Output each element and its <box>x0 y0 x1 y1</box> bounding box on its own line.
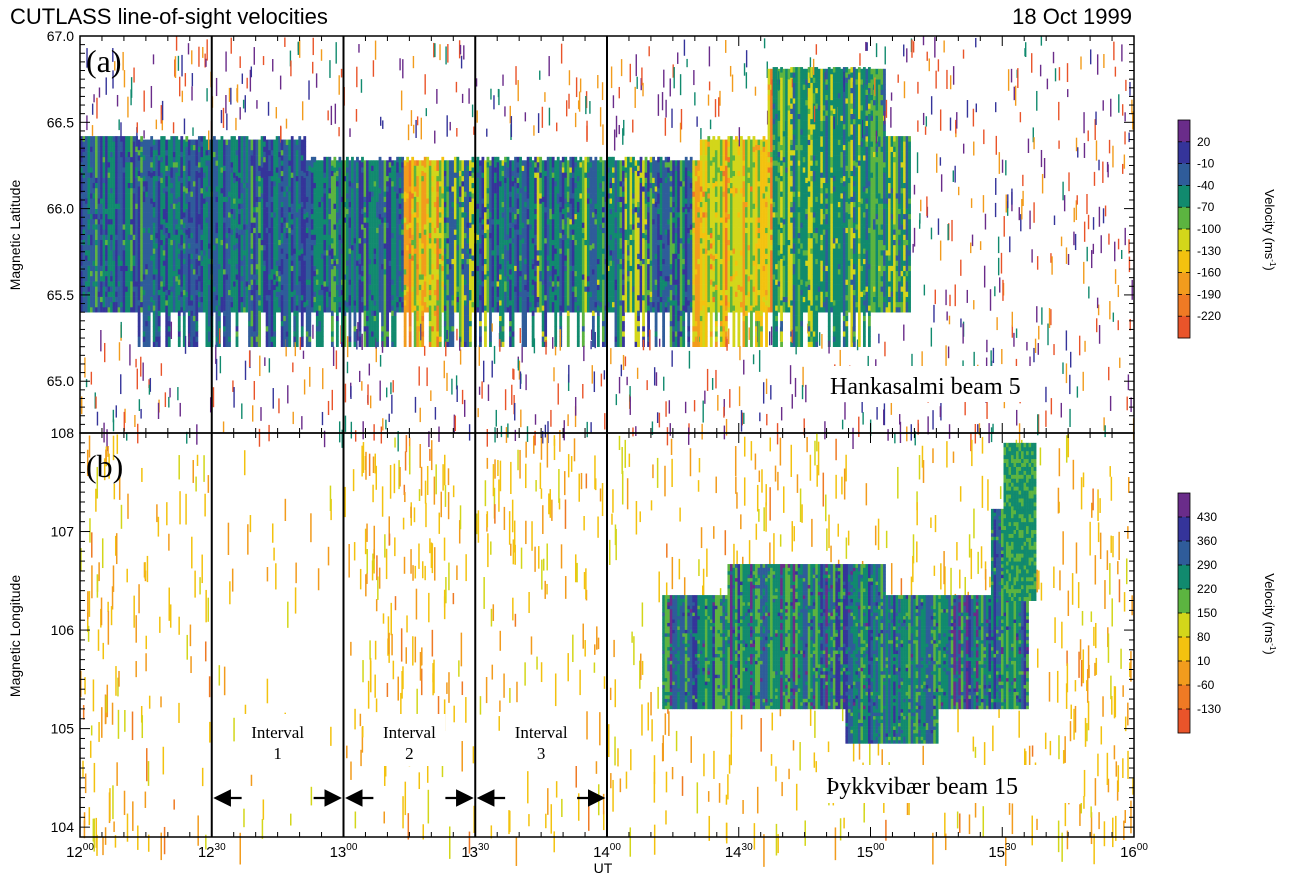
colorbar-a: 20 -10 -40 -70 -100 -130 -160 -190 -220 Velocity … <box>1177 119 1277 339</box>
panel-a-ytick-label: 65.0 <box>47 373 74 389</box>
colorbar-tick-label: -130 <box>1197 702 1221 716</box>
colorbar-tick-label: -40 <box>1197 178 1215 192</box>
colorbar-tick-label: -190 <box>1197 287 1221 301</box>
interval-number: 3 <box>537 744 546 763</box>
x-tick-label: 1530 <box>988 842 1016 861</box>
colorbar-tick-label: -10 <box>1197 157 1215 171</box>
colorbar-tick-label: 20 <box>1197 135 1211 149</box>
colorbar-tick-label: 430 <box>1197 510 1217 524</box>
panel-a: 65.0 65.5 66.0 66.5 67.0 (a) Hankasalmi beam… <box>7 28 1135 452</box>
colorbar-label: Velocity (ms-1) <box>1262 573 1277 655</box>
panel-a-ytick-label: 67.0 <box>47 28 74 44</box>
colorbar-swatch <box>1178 163 1190 186</box>
colorbar-swatch <box>1178 541 1190 566</box>
x-tick-label: 1230 <box>198 842 226 861</box>
colorbar-swatch <box>1178 565 1190 590</box>
x-tick-label: 1330 <box>461 842 489 861</box>
panel-b-ytick-label: 108 <box>51 425 75 441</box>
figure-title: CUTLASS line-of-sight velocities <box>10 4 328 29</box>
interval-label-bg <box>373 714 446 766</box>
panel-a-ylabel: Magnetic Latitude <box>7 180 23 291</box>
panel-b-ytick-label: 106 <box>51 622 75 638</box>
panel-b-ytick-label: 105 <box>51 721 75 737</box>
x-tick-label: 1500 <box>857 842 885 861</box>
colorbar-swatch <box>1178 185 1190 208</box>
colorbar-swatch <box>1178 517 1190 542</box>
colorbar-swatch <box>1178 493 1190 518</box>
panel-a-station-label: Hankasalmi beam 5 <box>830 374 1021 400</box>
colorbar-swatch <box>1178 613 1190 638</box>
colorbar-tick-label: -220 <box>1197 309 1221 323</box>
colorbar-tick-label: 150 <box>1197 606 1217 620</box>
panel-a-label: (a) <box>86 43 122 79</box>
colorbar-label: Velocity (ms-1) <box>1262 189 1277 271</box>
interval-annotations: Interval 1 Interval 2 Interval 3 <box>213 714 606 807</box>
colorbar-tick-label: -60 <box>1197 678 1215 692</box>
colorbar-swatch <box>1178 589 1190 614</box>
panel-a-data-layer <box>80 36 1135 452</box>
colorbar-tick-label: 10 <box>1197 654 1211 668</box>
colorbar-swatch <box>1178 207 1190 230</box>
interval-label-bg <box>505 714 578 766</box>
interval-name: Interval <box>383 723 436 742</box>
colorbar-tick-label: 220 <box>1197 582 1217 596</box>
colorbar-tick-label: 80 <box>1197 630 1211 644</box>
panel-b-ytick-label: 104 <box>51 819 75 835</box>
panel-a-ytick-label: 66.5 <box>47 114 74 130</box>
colorbar-tick-label: -70 <box>1197 200 1215 214</box>
colorbar-swatch <box>1178 272 1190 295</box>
colorbar-swatch <box>1178 250 1190 273</box>
panel-a-ticks: 65.0 65.5 66.0 66.5 67.0 <box>47 28 1134 434</box>
x-axis: 1200 1230 1300 1330 1400 1430 1500 1530 1600 <box>66 36 1148 861</box>
panel-b-station-bg <box>818 765 1082 803</box>
colorbar-swatch <box>1178 229 1190 252</box>
panel-a-station-bg <box>822 366 1034 402</box>
panel-b-ylabel: Magnetic Longitude <box>7 575 23 697</box>
x-tick-label: 1300 <box>330 842 358 861</box>
colorbar-tick-label: 290 <box>1197 558 1217 572</box>
x-tick-label: 1200 <box>66 842 94 861</box>
colorbar-swatch <box>1178 685 1190 710</box>
colorbar-swatch <box>1178 637 1190 662</box>
panel-b-ytick-label: 107 <box>51 524 75 540</box>
panel-a-ytick-label: 66.0 <box>47 201 74 217</box>
interval-name: Interval <box>251 723 304 742</box>
colorbar-swatch <box>1178 141 1190 164</box>
x-tick-label: 1430 <box>725 842 753 861</box>
figure-date: 18 Oct 1999 <box>1012 4 1132 29</box>
interval-name: Interval <box>515 723 568 742</box>
colorbar-tick-label: 360 <box>1197 534 1217 548</box>
x-tick-label: 1600 <box>1120 842 1148 861</box>
colorbar-swatch <box>1178 709 1190 734</box>
colorbar-tick-label: -130 <box>1197 244 1221 258</box>
colorbar-tick-label: -100 <box>1197 222 1221 236</box>
panel-b-data-layer <box>80 433 1134 867</box>
panel-b-station-label: Þykkvibær beam 15 <box>826 774 1018 800</box>
interval-label-bg <box>241 714 314 766</box>
panel-a-ytick-label: 65.5 <box>47 287 74 303</box>
x-tick-label: 1400 <box>593 842 621 861</box>
colorbar-swatch <box>1178 316 1190 339</box>
panel-b-ticks: 104 105 106 107 108 <box>51 425 1134 835</box>
panel-b: 104 105 106 107 108 (b) Þykkvibær beam 15 Ma… <box>7 425 1135 867</box>
interval-number: 2 <box>405 744 414 763</box>
x-axis-label: UT <box>594 860 613 876</box>
colorbar-swatch <box>1178 294 1190 317</box>
interval-number: 1 <box>273 744 282 763</box>
colorbar-swatch <box>1178 120 1190 143</box>
colorbar-tick-label: -160 <box>1197 266 1221 280</box>
colorbar-swatch <box>1178 661 1190 686</box>
panel-b-label: (b) <box>86 448 123 484</box>
colorbar-b: 430 360 290 220 150 80 10 -60 -130 Velocity (ms-1… <box>1177 492 1277 734</box>
